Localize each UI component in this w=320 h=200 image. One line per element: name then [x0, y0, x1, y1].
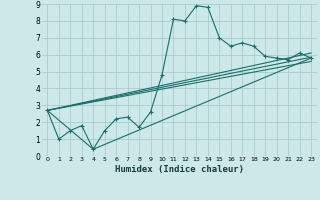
X-axis label: Humidex (Indice chaleur): Humidex (Indice chaleur) [115, 165, 244, 174]
